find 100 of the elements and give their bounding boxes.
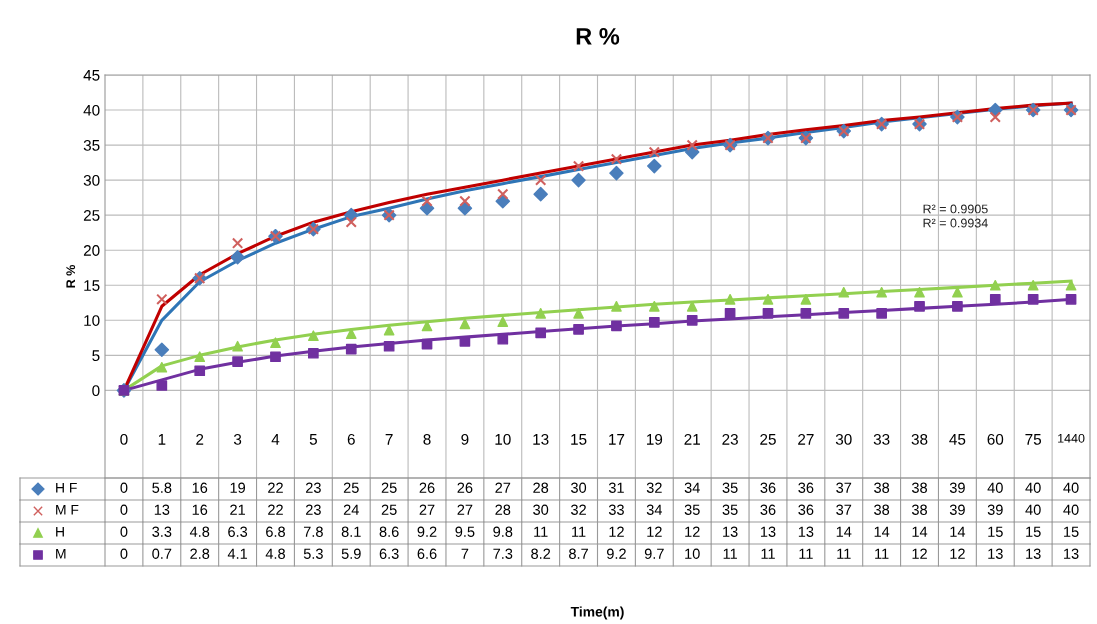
x-tick-label: 13 bbox=[533, 433, 549, 445]
data-label: 33 bbox=[608, 504, 624, 515]
data-label: 6.6 bbox=[417, 548, 437, 559]
x-tick-label: 19 bbox=[647, 433, 663, 445]
x-tick-label: 9 bbox=[461, 433, 469, 445]
data-label: 13 bbox=[798, 526, 814, 537]
x-tick-label: 4 bbox=[271, 434, 280, 445]
x-tick-label: 21 bbox=[684, 433, 700, 445]
data-label: 9.7 bbox=[644, 548, 664, 559]
x-tick-label: 8 bbox=[423, 433, 431, 445]
data-label: 12 bbox=[685, 526, 700, 537]
data-label: 31 bbox=[608, 482, 624, 493]
data-label: 34 bbox=[684, 482, 700, 493]
annotation: R² = 0.9934 bbox=[923, 218, 988, 228]
x-tick-label: 27 bbox=[798, 433, 814, 445]
data-label: 16 bbox=[192, 504, 208, 515]
data-label: 22 bbox=[268, 482, 283, 493]
x-tick-label: 17 bbox=[609, 434, 625, 445]
data-label: 13 bbox=[723, 526, 738, 537]
data-label: 40 bbox=[1063, 482, 1079, 493]
x-tick-label: 60 bbox=[987, 433, 1004, 445]
data-label: 0 bbox=[120, 548, 128, 559]
data-label: 8.1 bbox=[341, 526, 361, 537]
data-label: 32 bbox=[571, 504, 586, 515]
data-label: 8.2 bbox=[531, 548, 551, 559]
data-label: 7 bbox=[461, 548, 469, 559]
y-tick-label: 15 bbox=[84, 280, 100, 291]
data-label: 14 bbox=[836, 526, 852, 537]
data-label: 13 bbox=[1064, 548, 1079, 559]
data-label: 23 bbox=[305, 482, 321, 493]
data-label: 26 bbox=[419, 482, 435, 493]
data-label: 14 bbox=[912, 526, 928, 537]
data-label: 9.2 bbox=[417, 526, 437, 537]
data-label: 15 bbox=[988, 526, 1003, 537]
x-tick-label: 45 bbox=[949, 434, 966, 445]
data-label: 2.8 bbox=[190, 548, 210, 559]
data-label: 9.8 bbox=[493, 526, 513, 537]
x-tick-label: 1440 bbox=[1058, 433, 1085, 443]
data-label: 5.9 bbox=[341, 548, 361, 559]
data-label: 40 bbox=[1025, 504, 1041, 515]
data-label: 9.5 bbox=[455, 526, 475, 537]
data-label: 37 bbox=[836, 482, 852, 493]
data-label: 14 bbox=[874, 526, 890, 537]
data-label: 11 bbox=[837, 548, 851, 559]
data-label: 30 bbox=[533, 504, 549, 515]
x-tick-label: 5 bbox=[309, 434, 317, 445]
data-label: 28 bbox=[495, 504, 511, 515]
data-label: 27 bbox=[419, 504, 435, 515]
data-label: 40 bbox=[1025, 482, 1041, 493]
data-label: 24 bbox=[343, 504, 359, 515]
data-label: 12 bbox=[912, 548, 927, 559]
x-tick-label: 30 bbox=[835, 433, 852, 445]
data-label: 38 bbox=[911, 504, 927, 515]
data-label: 26 bbox=[457, 482, 473, 493]
data-label: 6.8 bbox=[266, 526, 285, 537]
x-tick-label: 10 bbox=[495, 433, 511, 445]
data-label: 11 bbox=[761, 548, 775, 559]
data-label: 25 bbox=[381, 504, 397, 515]
data-label: 27 bbox=[457, 504, 473, 515]
data-label: 19 bbox=[230, 482, 246, 493]
data-label: 14 bbox=[950, 526, 966, 537]
data-label: 6.3 bbox=[228, 526, 248, 537]
legend-label: H F bbox=[56, 483, 77, 493]
data-label: 30 bbox=[571, 482, 587, 493]
y-tick-label: 40 bbox=[83, 104, 100, 116]
x-tick-label: 1 bbox=[158, 434, 166, 445]
y-tick-label: 45 bbox=[83, 70, 100, 81]
x-tick-label: 3 bbox=[233, 433, 242, 445]
data-label: 37 bbox=[836, 504, 852, 515]
annotation: R² = 0.9905 bbox=[923, 204, 988, 214]
data-label: 38 bbox=[874, 482, 890, 493]
data-label: 38 bbox=[874, 504, 890, 515]
data-label: 12 bbox=[609, 526, 624, 537]
data-label: 11 bbox=[799, 548, 813, 559]
x-tick-label: 0 bbox=[120, 433, 128, 445]
data-label: 5.8 bbox=[152, 482, 172, 493]
data-label: 8.6 bbox=[379, 526, 399, 537]
x-tick-label: 2 bbox=[196, 433, 204, 445]
data-label: 8.7 bbox=[569, 548, 588, 559]
x-tick-label: 7 bbox=[385, 434, 393, 445]
data-label: 36 bbox=[798, 504, 814, 515]
data-label: 35 bbox=[722, 504, 738, 515]
data-label: 39 bbox=[949, 482, 965, 493]
y-axis-title: R % bbox=[66, 265, 76, 288]
data-label: 28 bbox=[533, 482, 549, 493]
text: Time(m) bbox=[570, 606, 624, 620]
data-label: 12 bbox=[950, 548, 965, 559]
y-tick-label: 20 bbox=[83, 245, 100, 256]
y-tick-label: 0 bbox=[92, 385, 100, 397]
data-label: 0 bbox=[120, 482, 128, 493]
x-tick-label: 6 bbox=[347, 433, 355, 445]
data-label: 21 bbox=[230, 504, 245, 515]
x-tick-label: 15 bbox=[571, 434, 587, 445]
data-label: 11 bbox=[875, 548, 889, 559]
data-label: 40 bbox=[987, 482, 1003, 493]
data-label: 25 bbox=[343, 482, 359, 493]
data-label: 35 bbox=[684, 504, 700, 515]
data-label: 4.8 bbox=[189, 526, 210, 537]
data-label: 13 bbox=[1026, 548, 1041, 559]
y-tick-label: 35 bbox=[83, 139, 100, 151]
